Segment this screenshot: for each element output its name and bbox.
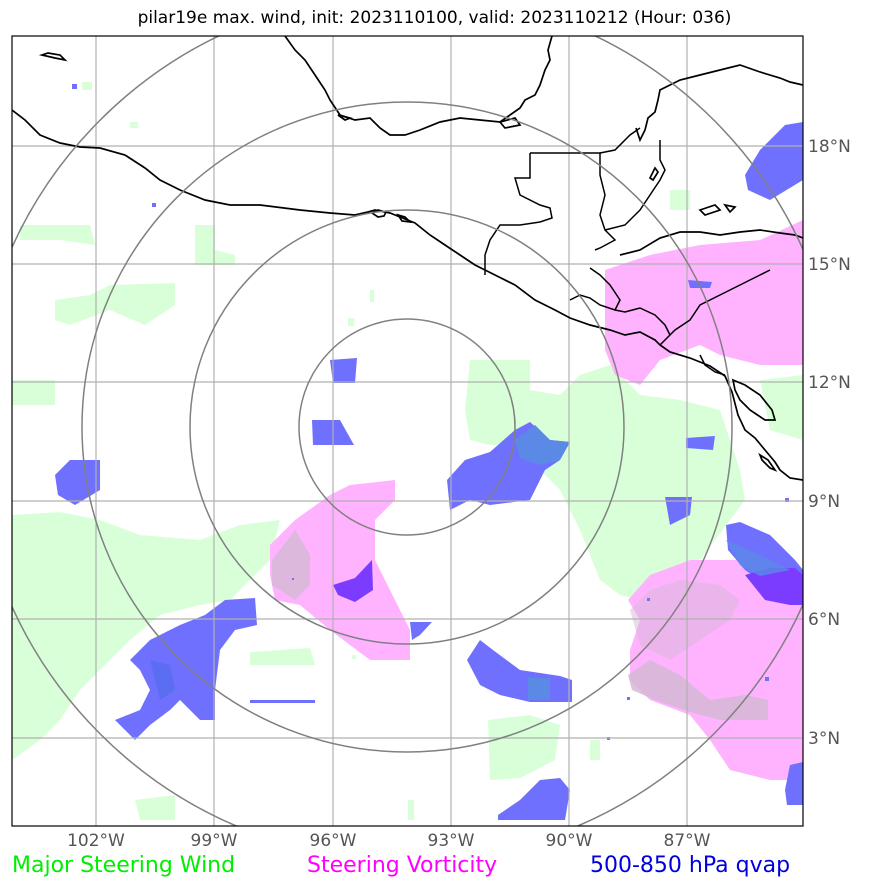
map-title: pilar19e max. wind, init: 2023110100, va… — [137, 8, 732, 28]
country-borders — [484, 127, 771, 376]
lon-label: 96°W — [310, 831, 357, 851]
legend-qvap: 500-850 hPa qvap — [590, 853, 791, 878]
qvap-areas — [55, 122, 803, 820]
qvap-overlap-areas — [150, 425, 803, 700]
legend-major-steering-wind: Major Steering Wind — [12, 853, 236, 878]
lat-label: 12°N — [808, 373, 851, 393]
lon-label: 87°W — [664, 831, 711, 851]
lon-label: 93°W — [428, 831, 475, 851]
longitude-labels: 102°W 99°W 96°W 93°W 90°W 87°W — [67, 831, 711, 851]
lat-label: 3°N — [808, 729, 840, 749]
lon-label: 99°W — [191, 831, 238, 851]
wind-specks — [82, 82, 374, 659]
lat-label: 15°N — [808, 255, 851, 275]
latitude-labels: 18°N 15°N 12°N 9°N 6°N 3°N — [808, 137, 851, 749]
lat-label: 18°N — [808, 137, 851, 157]
range-rings — [12, 36, 803, 826]
lon-label: 90°W — [546, 831, 593, 851]
lat-label: 9°N — [808, 492, 840, 512]
plot-frame — [11, 35, 804, 827]
legend-steering-vorticity: Steering Vorticity — [307, 853, 498, 878]
gridlines — [12, 36, 803, 826]
steering-wind-areas — [12, 190, 803, 820]
lat-label: 6°N — [808, 610, 840, 630]
overlap-areas — [272, 530, 768, 720]
lon-label: 102°W — [67, 831, 125, 851]
